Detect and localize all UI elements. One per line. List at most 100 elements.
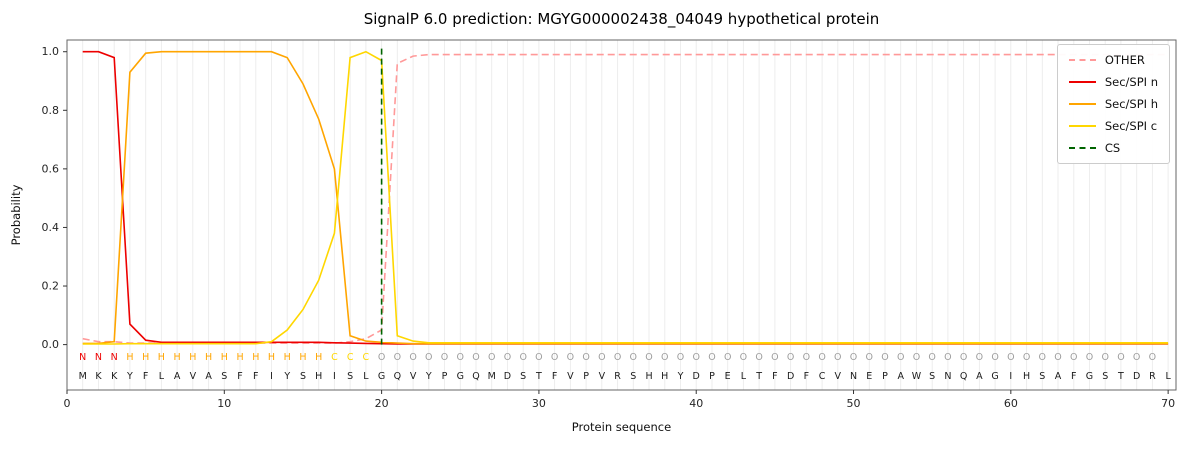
residue-letter: F bbox=[772, 371, 777, 382]
region-label: H bbox=[174, 352, 181, 363]
region-label: O bbox=[740, 352, 747, 363]
legend-line-sample-sec-spi-c bbox=[1068, 125, 1096, 127]
region-label: C bbox=[363, 352, 370, 363]
region-label: H bbox=[315, 352, 322, 363]
residue-letter: Y bbox=[677, 371, 684, 382]
series-line-sec-spi-c bbox=[82, 50, 1169, 345]
region-label: O bbox=[1070, 352, 1077, 363]
region-label: O bbox=[787, 352, 794, 363]
y-tick-label: 0.4 bbox=[42, 221, 60, 234]
residue-letter: Q bbox=[472, 371, 479, 382]
residue-letter: Y bbox=[425, 371, 432, 382]
series-line-sec-spi-n bbox=[82, 50, 1169, 345]
region-label: O bbox=[677, 352, 684, 363]
residue-letter: I bbox=[270, 371, 273, 382]
residue-letter: N bbox=[944, 371, 951, 382]
residue-letter: W bbox=[912, 371, 922, 382]
region-label: O bbox=[803, 352, 810, 363]
legend-line-sample-other bbox=[1068, 59, 1096, 61]
region-label: H bbox=[236, 352, 243, 363]
region-label: O bbox=[818, 352, 825, 363]
region-label: O bbox=[457, 352, 464, 363]
residue-letter: S bbox=[630, 371, 636, 382]
residue-letter: L bbox=[159, 371, 165, 382]
region-label: O bbox=[1117, 352, 1124, 363]
residue-letter: E bbox=[725, 371, 731, 382]
region-label: O bbox=[661, 352, 668, 363]
residue-letter: G bbox=[1086, 371, 1093, 382]
residue-letter: P bbox=[709, 371, 715, 382]
residue-letter: V bbox=[835, 371, 842, 382]
residue-letter: M bbox=[488, 371, 496, 382]
region-label: H bbox=[284, 352, 291, 363]
residue-letter: P bbox=[442, 371, 448, 382]
legend-label-cs: CS bbox=[1104, 141, 1121, 155]
residue-letter: R bbox=[1149, 371, 1156, 382]
region-label: O bbox=[708, 352, 715, 363]
x-tick-label: 30 bbox=[532, 397, 546, 410]
region-label: H bbox=[142, 352, 149, 363]
x-tick-label: 10 bbox=[217, 397, 231, 410]
y-tick-label: 0.0 bbox=[42, 338, 60, 351]
residue-letter: D bbox=[693, 371, 700, 382]
residue-letter: R bbox=[614, 371, 621, 382]
chart-title: SignalP 6.0 prediction: MGYG000002438_04… bbox=[363, 10, 880, 28]
residue-letter: H bbox=[661, 371, 668, 382]
y-tick-label: 0.8 bbox=[42, 104, 60, 117]
residue-letter: I bbox=[333, 371, 336, 382]
legend: OTHER Sec/SPI n Sec/SPI h Sec/SPI c CS bbox=[1056, 44, 1170, 164]
region-label: O bbox=[850, 352, 857, 363]
residue-letter: L bbox=[741, 371, 747, 382]
plot-border bbox=[66, 39, 1177, 391]
residue-letter: F bbox=[253, 371, 258, 382]
residue-letter: S bbox=[300, 371, 306, 382]
region-label: O bbox=[692, 352, 699, 363]
region-label: O bbox=[834, 352, 841, 363]
residue-letter: F bbox=[804, 371, 809, 382]
series-line-sec-spi-h bbox=[82, 50, 1169, 345]
region-label: H bbox=[252, 352, 259, 363]
x-tick-label: 20 bbox=[375, 397, 389, 410]
residue-letter: T bbox=[1117, 371, 1124, 382]
residue-letter: F bbox=[1071, 371, 1076, 382]
residue-letter: S bbox=[221, 371, 227, 382]
region-label: O bbox=[535, 352, 542, 363]
residue-letter: A bbox=[205, 371, 212, 382]
x-tick-label: 50 bbox=[847, 397, 861, 410]
region-label: O bbox=[1007, 352, 1014, 363]
region-label: C bbox=[331, 352, 338, 363]
residue-letter: Y bbox=[283, 371, 290, 382]
region-label: O bbox=[866, 352, 873, 363]
residue-letter: L bbox=[363, 371, 369, 382]
series-line-other bbox=[82, 53, 1169, 344]
residue-letter: K bbox=[111, 371, 118, 382]
residue-letter: Q bbox=[394, 371, 401, 382]
legend-label-sec-spi-n: Sec/SPI n bbox=[1104, 75, 1158, 89]
residue-letter: H bbox=[1023, 371, 1030, 382]
residue-letter: F bbox=[552, 371, 557, 382]
residue-letter: S bbox=[347, 371, 353, 382]
region-label: H bbox=[158, 352, 165, 363]
region-label: O bbox=[1133, 352, 1140, 363]
region-label: O bbox=[614, 352, 621, 363]
region-label: O bbox=[1054, 352, 1061, 363]
region-label: O bbox=[567, 352, 574, 363]
region-label: O bbox=[472, 352, 479, 363]
residue-letter: V bbox=[599, 371, 606, 382]
residue-letter: A bbox=[976, 371, 983, 382]
region-label: O bbox=[928, 352, 935, 363]
legend-line-sample-cs bbox=[1068, 147, 1096, 149]
residue-letter: T bbox=[755, 371, 762, 382]
residue-letter: V bbox=[190, 371, 197, 382]
region-label: O bbox=[771, 352, 778, 363]
region-label: O bbox=[1149, 352, 1156, 363]
x-tick-label: 0 bbox=[64, 397, 71, 410]
region-label: H bbox=[268, 352, 275, 363]
x-tick-label: 70 bbox=[1161, 397, 1175, 410]
legend-item-cs: CS bbox=[1068, 141, 1158, 155]
legend-line-sample-sec-spi-n bbox=[1068, 81, 1096, 83]
region-label: O bbox=[1023, 352, 1030, 363]
legend-label-sec-spi-c: Sec/SPI c bbox=[1104, 119, 1158, 133]
